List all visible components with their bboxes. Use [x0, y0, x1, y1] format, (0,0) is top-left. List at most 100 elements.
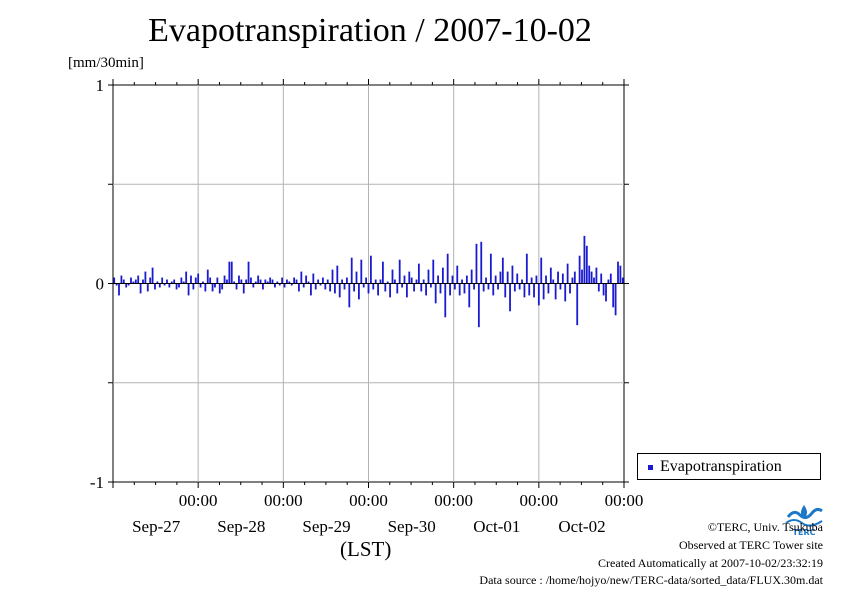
data-bar [446, 253, 449, 284]
data-bar [518, 283, 521, 290]
data-bar [319, 283, 322, 286]
data-bar [218, 283, 221, 294]
y-axis-unit: [mm/30min] [68, 55, 144, 71]
data-bar [216, 277, 219, 284]
data-bar [619, 265, 622, 284]
data-bar [456, 265, 459, 284]
x-tick-date-label: Sep-30 [388, 517, 436, 536]
data-bar [379, 279, 382, 284]
data-bar [501, 257, 504, 284]
data-bar [262, 283, 264, 290]
data-bar [276, 281, 279, 284]
data-bar [408, 271, 411, 284]
data-bar [161, 277, 164, 284]
data-bar [465, 275, 468, 284]
data-bar [134, 279, 137, 284]
data-bar [137, 275, 140, 284]
data-bar [139, 283, 142, 294]
data-bar [204, 283, 207, 292]
data-bar [238, 275, 240, 284]
data-bar [250, 277, 252, 284]
data-bar [588, 265, 591, 284]
data-bar [441, 267, 444, 284]
data-bar [355, 271, 358, 284]
credit-observed: Observed at TERC Tower site [678, 538, 823, 552]
data-bar [302, 283, 305, 288]
data-bar [353, 283, 356, 292]
data-bar [420, 283, 423, 292]
data-bar [127, 283, 130, 286]
data-bar [391, 269, 394, 284]
svg-text:TERC: TERC [793, 528, 816, 537]
terc-logo-icon: TERC [785, 505, 823, 537]
data-bar [458, 283, 461, 296]
x-tick-time-label: 00:00 [605, 491, 644, 510]
x-tick-date-label: Oct-02 [558, 517, 605, 536]
data-bar [384, 283, 387, 292]
data-bar [230, 261, 233, 284]
data-bar [401, 283, 403, 288]
data-bar [118, 283, 120, 296]
data-bar [545, 275, 547, 284]
data-bar [341, 279, 344, 284]
data-bar [228, 261, 231, 284]
data-bar [564, 283, 567, 302]
data-bar [533, 283, 535, 298]
data-bar [429, 283, 432, 288]
data-bar [281, 277, 284, 284]
data-bar [298, 283, 300, 292]
data-bar [482, 283, 485, 292]
y-tick-label: 1 [96, 76, 105, 95]
data-bar [156, 281, 159, 284]
data-bar [523, 283, 526, 298]
data-bar [175, 283, 178, 290]
data-bar [326, 279, 329, 284]
data-bar [396, 283, 399, 294]
data-bar [578, 255, 581, 284]
data-bar [329, 283, 332, 292]
data-bar [612, 283, 615, 308]
data-bar [432, 259, 435, 284]
data-bar [240, 279, 243, 284]
data-bar [427, 269, 430, 284]
data-bar [621, 277, 624, 284]
data-bar [595, 267, 598, 284]
data-bar [542, 283, 545, 300]
credit-source: Data source : /home/hojyo/new/TERC-data/… [479, 573, 823, 587]
data-bar [547, 283, 550, 294]
data-bar [444, 283, 447, 318]
data-bar [146, 283, 149, 292]
data-bar [439, 283, 442, 294]
data-bar [154, 283, 156, 290]
data-bar [187, 283, 190, 296]
data-bar [585, 245, 588, 284]
data-bar [600, 273, 603, 284]
legend: Evapotranspiration [637, 453, 821, 480]
data-bar [182, 281, 185, 284]
x-tick-date-label: Sep-29 [302, 517, 350, 536]
data-bar [190, 275, 192, 284]
x-tick-time-label: 00:00 [434, 491, 473, 510]
data-bar [245, 279, 248, 284]
data-bar [252, 283, 255, 288]
data-bar [322, 277, 324, 284]
data-bar [525, 253, 528, 284]
data-bar [468, 283, 471, 308]
data-bar [170, 281, 173, 284]
data-bar [233, 281, 236, 284]
data-bar [197, 273, 200, 284]
data-bar [168, 283, 171, 288]
x-axis-label: (LST) [340, 537, 392, 561]
data-bar [415, 279, 418, 284]
data-bar [194, 277, 197, 284]
data-bar [561, 273, 564, 284]
data-bar [549, 267, 552, 284]
data-bar [242, 283, 245, 294]
data-bar [569, 283, 571, 294]
data-bar [437, 275, 439, 284]
credit-created: Created Automatically at 2007-10-02/23:3… [598, 556, 823, 570]
data-bar [425, 283, 427, 296]
data-bar [166, 279, 168, 284]
data-bar [609, 273, 612, 284]
data-bar [374, 279, 377, 284]
